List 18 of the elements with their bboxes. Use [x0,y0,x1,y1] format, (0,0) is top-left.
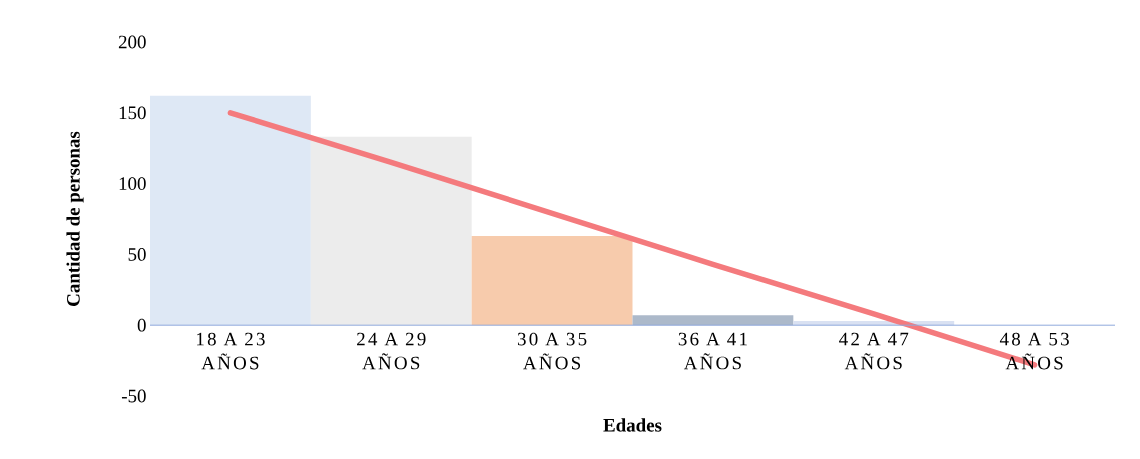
x-tick-label: 24 A 29 AÑOS [357,332,426,370]
y-tick-label: 100 [119,177,146,190]
bar [310,136,472,326]
y-tick-label: 50 [128,248,146,261]
x-tick-label: 48 A 53 AÑOS [999,332,1069,370]
y-axis-title: Cantidad de personas [66,131,84,306]
y-tick-label: 150 [119,106,146,120]
y-tick-label: 0 [137,318,146,332]
y-tick-label: -50 [121,389,146,403]
x-tick-label: 18 A 23 AÑOS [197,332,265,370]
bar [471,235,633,326]
y-tick-label: 200 [118,35,146,49]
bar [150,95,311,326]
x-axis-title: Edades [603,418,662,432]
bar [632,315,794,326]
x-tick-label: 42 A 47 AÑOS [839,332,909,370]
x-tick-label: 36 A 41 AÑOS [678,332,747,370]
x-tick-label: 30 A 35 AÑOS [517,332,587,370]
